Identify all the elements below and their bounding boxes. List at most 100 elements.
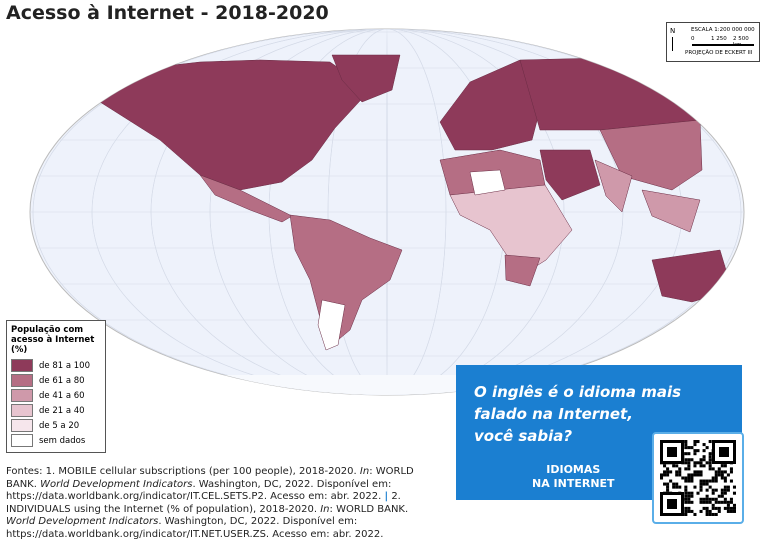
scale-tick: 0 <box>691 36 695 42</box>
qr-cell <box>729 479 733 483</box>
qr-cell <box>666 488 670 492</box>
qr-cell <box>705 461 709 465</box>
qr-cell <box>690 476 694 480</box>
qr-cell <box>684 461 688 465</box>
qr-cell <box>675 473 679 477</box>
qr-cell <box>717 467 721 471</box>
qr-cell <box>723 491 727 495</box>
country-region <box>539 149 601 201</box>
qr-cell <box>708 497 712 501</box>
qr-finder <box>667 499 677 509</box>
qr-cell <box>705 488 709 492</box>
qr-cell <box>699 509 703 513</box>
separator: | <box>384 491 389 503</box>
qr-cell <box>723 479 727 483</box>
qr-cell <box>678 470 682 474</box>
qr-cell <box>663 482 667 486</box>
source-text: : WORLD BANK. <box>329 503 409 515</box>
qr-cell <box>711 503 715 507</box>
legend-title: População com acesso à Internet (%) <box>11 325 95 355</box>
qr-cell <box>675 482 679 486</box>
qr-cell <box>699 464 703 468</box>
source-text: . Washington, DC, 2022. Disponível em: h… <box>6 478 392 503</box>
qr-cell <box>714 470 718 474</box>
qr-cell <box>726 485 730 489</box>
qr-cell <box>699 458 703 462</box>
qr-cell <box>708 458 712 462</box>
qr-cell <box>684 497 688 501</box>
qr-cell <box>732 503 736 507</box>
link-text[interactable]: IDIOMAS NA INTERNET <box>532 463 615 491</box>
qr-cell <box>708 500 712 504</box>
qr-cell <box>684 479 688 483</box>
qr-cell <box>708 440 712 444</box>
qr-cell <box>714 488 718 492</box>
question: O inglês é o idioma mais falado na Inter… <box>474 381 681 447</box>
qr-cell <box>705 506 709 510</box>
qr-cell <box>684 446 688 450</box>
qr-cell <box>726 488 730 492</box>
source-text: In <box>320 503 330 515</box>
qr-code[interactable] <box>652 432 744 524</box>
qr-cell <box>732 506 736 510</box>
country-region <box>289 214 403 346</box>
link-line: IDIOMAS <box>546 463 601 476</box>
qr-cell <box>666 482 670 486</box>
qr-cell <box>687 506 691 510</box>
qr-cell <box>690 500 694 504</box>
scale-box: N ESCALA 1:200 000 000 0 1 250 2 500 km … <box>666 22 760 62</box>
sources: Fontes: 1. MOBILE cellular subscriptions… <box>6 466 416 542</box>
qr-cell <box>684 506 688 510</box>
qr-cell <box>726 503 730 507</box>
qr-cell <box>717 473 721 477</box>
qr-cell <box>711 476 715 480</box>
qr-cell <box>687 476 691 480</box>
legend-item: de 21 a 40 <box>11 403 101 418</box>
info-box[interactable]: O inglês é o idioma mais falado na Inter… <box>456 365 742 500</box>
qr-pattern <box>660 440 736 516</box>
qr-cell <box>729 509 733 513</box>
qr-cell <box>699 461 703 465</box>
qr-cell <box>687 509 691 513</box>
qr-cell <box>717 500 721 504</box>
qr-cell <box>699 485 703 489</box>
qr-cell <box>714 506 718 510</box>
qr-cell <box>684 512 688 516</box>
qr-cell <box>714 473 718 477</box>
legend-label: de 61 a 80 <box>39 375 85 386</box>
qr-cell <box>687 497 691 501</box>
qr-cell <box>672 485 676 489</box>
scale-text: ESCALA 1:200 000 000 <box>691 27 755 33</box>
qr-cell <box>663 473 667 477</box>
qr-cell <box>723 476 727 480</box>
legend-swatch <box>11 389 33 402</box>
qr-cell <box>663 470 667 474</box>
legend-label: de 81 a 100 <box>39 360 90 371</box>
qr-cell <box>711 488 715 492</box>
qr-cell <box>711 467 715 471</box>
qr-cell <box>684 476 688 480</box>
legend-item: de 41 a 60 <box>11 388 101 403</box>
qr-cell <box>702 479 706 483</box>
qr-cell <box>720 491 724 495</box>
qr-cell <box>672 482 676 486</box>
country-region <box>469 169 506 196</box>
qr-cell <box>684 494 688 498</box>
qr-cell <box>687 452 691 456</box>
qr-cell <box>711 512 715 516</box>
qr-cell <box>711 497 715 501</box>
qr-cell <box>693 443 697 447</box>
legend-item: sem dados <box>11 433 101 448</box>
qr-cell <box>687 464 691 468</box>
qr-finder <box>667 447 677 457</box>
qr-cell <box>726 506 730 510</box>
legend-swatch <box>11 434 33 447</box>
link-line: NA INTERNET <box>532 477 615 490</box>
qr-cell <box>699 470 703 474</box>
projection: PROJEÇÃO DE ECKERT III <box>685 50 753 56</box>
qr-cell <box>729 506 733 510</box>
qr-cell <box>702 455 706 459</box>
qr-cell <box>723 470 727 474</box>
qr-cell <box>708 509 712 513</box>
